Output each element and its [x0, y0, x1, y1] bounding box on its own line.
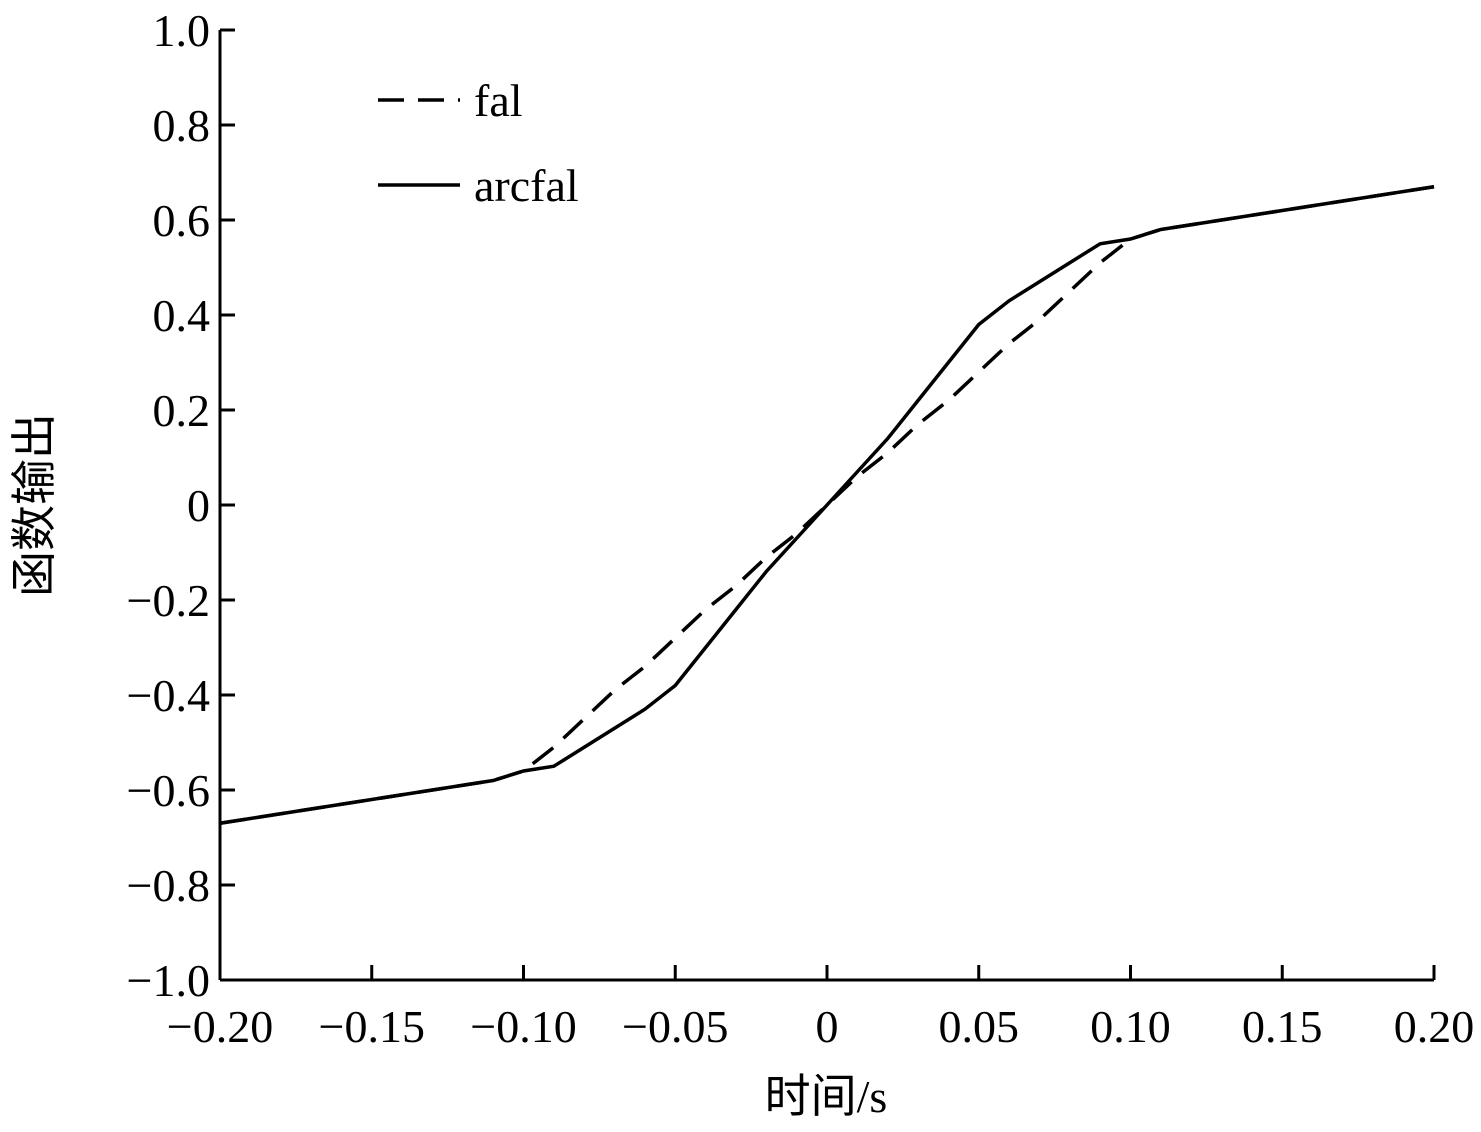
x-tick-label: −0.05 [622, 1001, 728, 1052]
x-axis-label: 时间/s [765, 1071, 888, 1122]
x-tick-label: −0.20 [167, 1001, 273, 1052]
y-tick-label: 0.6 [153, 195, 211, 246]
y-tick-label: 0.8 [153, 100, 211, 151]
y-tick-label: −0.2 [127, 575, 210, 626]
x-tick-label: 0.15 [1242, 1001, 1323, 1052]
y-tick-label: −0.8 [127, 860, 210, 911]
x-tick-label: −0.10 [470, 1001, 576, 1052]
y-axis-label: 函数输出 [9, 413, 60, 597]
legend-label: arcfal [474, 160, 579, 211]
x-tick-label: 0.20 [1394, 1001, 1475, 1052]
y-tick-label: 1.0 [153, 5, 211, 56]
line-series [219, 185, 1435, 825]
y-tick-label: −0.6 [127, 765, 210, 816]
y-tick-label: 0.2 [153, 385, 211, 436]
y-tick-label: −1.0 [127, 955, 210, 1006]
x-tick-label: −0.15 [319, 1001, 425, 1052]
y-tick-label: −0.4 [127, 670, 210, 721]
x-tick-label: 0.10 [1090, 1001, 1171, 1052]
x-tick-label: 0 [816, 1001, 839, 1052]
y-tick-label: 0.4 [153, 290, 211, 341]
x-tick-label: 0.05 [939, 1001, 1020, 1052]
y-tick-label: 0 [187, 480, 210, 531]
legend-label: fal [474, 75, 523, 126]
